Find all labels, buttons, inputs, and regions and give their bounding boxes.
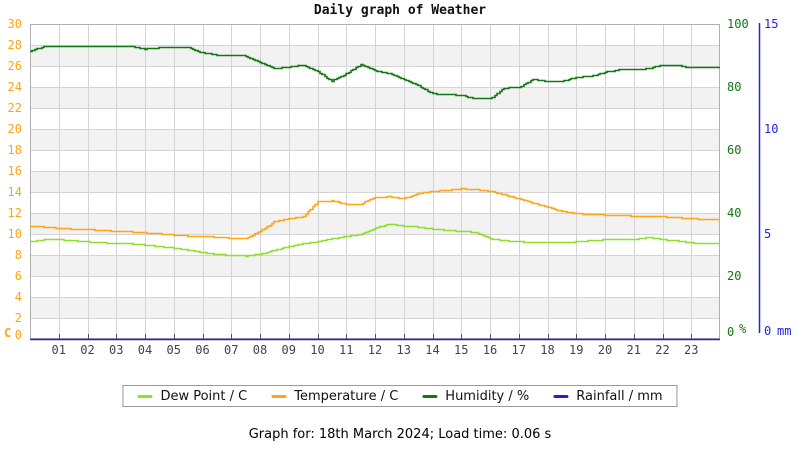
humidity-axis-tick-label: 40	[727, 206, 741, 220]
rainfall-swatch-icon	[553, 394, 569, 398]
legend-label-humidity: Humidity / %	[445, 388, 530, 404]
rainfall-axis-tick-label: 5	[764, 227, 771, 241]
rainfall-axis-tick-label: 15	[764, 17, 778, 31]
x-axis-hour-label: 15	[454, 343, 468, 357]
left-axis-unit-label: C	[4, 326, 11, 340]
legend-label-dew-point: Dew Point / C	[160, 388, 248, 404]
humidity-axis-tick-label: 100	[727, 17, 749, 31]
x-axis-hour-label: 08	[253, 343, 267, 357]
left-axis-tick-label: 22	[8, 101, 22, 115]
humidity-swatch-icon	[422, 394, 438, 398]
humidity-axis-unit-label: %	[739, 322, 747, 336]
humidity-axis-tick-label: 80	[727, 80, 741, 94]
left-axis-tick-label: 20	[8, 122, 22, 136]
left-axis-tick-label: 28	[8, 38, 22, 52]
x-axis-hour-label: 17	[512, 343, 526, 357]
dew-point-line	[30, 223, 720, 258]
left-axis-tick-label: 18	[8, 143, 22, 157]
x-axis-hour-label: 09	[282, 343, 296, 357]
dew-point-swatch-icon	[137, 394, 153, 398]
left-axis-tick-label: 30	[8, 17, 22, 31]
left-axis-tick-label: 10	[8, 227, 22, 241]
chart-title: Daily graph of Weather	[313, 3, 487, 18]
x-axis-hour-label: 11	[339, 343, 353, 357]
left-axis-tick-label: 6	[15, 269, 22, 283]
legend-label-rainfall: Rainfall / mm	[576, 388, 663, 404]
x-axis-hour-label: 02	[80, 343, 94, 357]
x-axis-hour-label: 14	[425, 343, 439, 357]
humidity-axis-tick-label: 20	[727, 269, 741, 283]
temperature-swatch-icon	[271, 394, 287, 398]
left-axis-tick-label: 2	[15, 311, 22, 325]
rainfall-axis-unit-label: mm	[777, 324, 791, 338]
rainfall-axis-tick-label: 0	[764, 324, 771, 338]
x-axis-hour-label: 23	[684, 343, 698, 357]
legend-label-temperature: Temperature / C	[294, 388, 399, 404]
x-axis-hour-label: 06	[195, 343, 209, 357]
x-axis-hour-label: 12	[368, 343, 382, 357]
legend-item-dew-point: Dew Point / C	[137, 389, 247, 404]
x-axis-hour-label: 18	[540, 343, 554, 357]
humidity-line	[30, 45, 720, 100]
legend-item-humidity: Humidity / %	[422, 389, 529, 404]
x-axis-hour-label: 01	[52, 343, 66, 357]
x-axis-hour-label: 21	[627, 343, 641, 357]
x-axis-hour-label: 10	[310, 343, 324, 357]
legend-item-temperature: Temperature / C	[271, 389, 398, 404]
x-axis-hour-label: 13	[397, 343, 411, 357]
left-axis-tick-label: 0	[15, 328, 22, 342]
humidity-axis-tick-label: 60	[727, 143, 741, 157]
temperature-line	[30, 187, 720, 240]
left-axis-tick-label: 4	[15, 290, 22, 304]
x-axis-hour-label: 05	[167, 343, 181, 357]
legend-item-rainfall: Rainfall / mm	[553, 388, 663, 404]
left-axis-tick-label: 24	[8, 80, 22, 94]
left-axis-tick-label: 8	[15, 248, 22, 262]
left-axis-tick-label: 26	[8, 59, 22, 73]
chart-legend: Dew Point / C Temperature / C Humidity /…	[122, 385, 678, 407]
x-axis-hour-label: 19	[569, 343, 583, 357]
x-axis-hour-label: 22	[655, 343, 669, 357]
x-axis-hour-label: 03	[109, 343, 123, 357]
x-axis-hour-label: 04	[138, 343, 152, 357]
rainfall-axis-tick-label: 10	[764, 122, 778, 136]
chart-caption: Graph for: 18th March 2024; Load time: 0…	[248, 427, 552, 442]
humidity-axis-tick-label: 0	[727, 325, 734, 339]
x-axis-hour-label: 20	[598, 343, 612, 357]
x-axis-hour-label: 16	[483, 343, 497, 357]
left-axis-tick-label: 14	[8, 185, 22, 199]
left-axis-tick-label: 12	[8, 206, 22, 220]
x-axis-hour-label: 07	[224, 343, 238, 357]
left-axis-tick-label: 16	[8, 164, 22, 178]
